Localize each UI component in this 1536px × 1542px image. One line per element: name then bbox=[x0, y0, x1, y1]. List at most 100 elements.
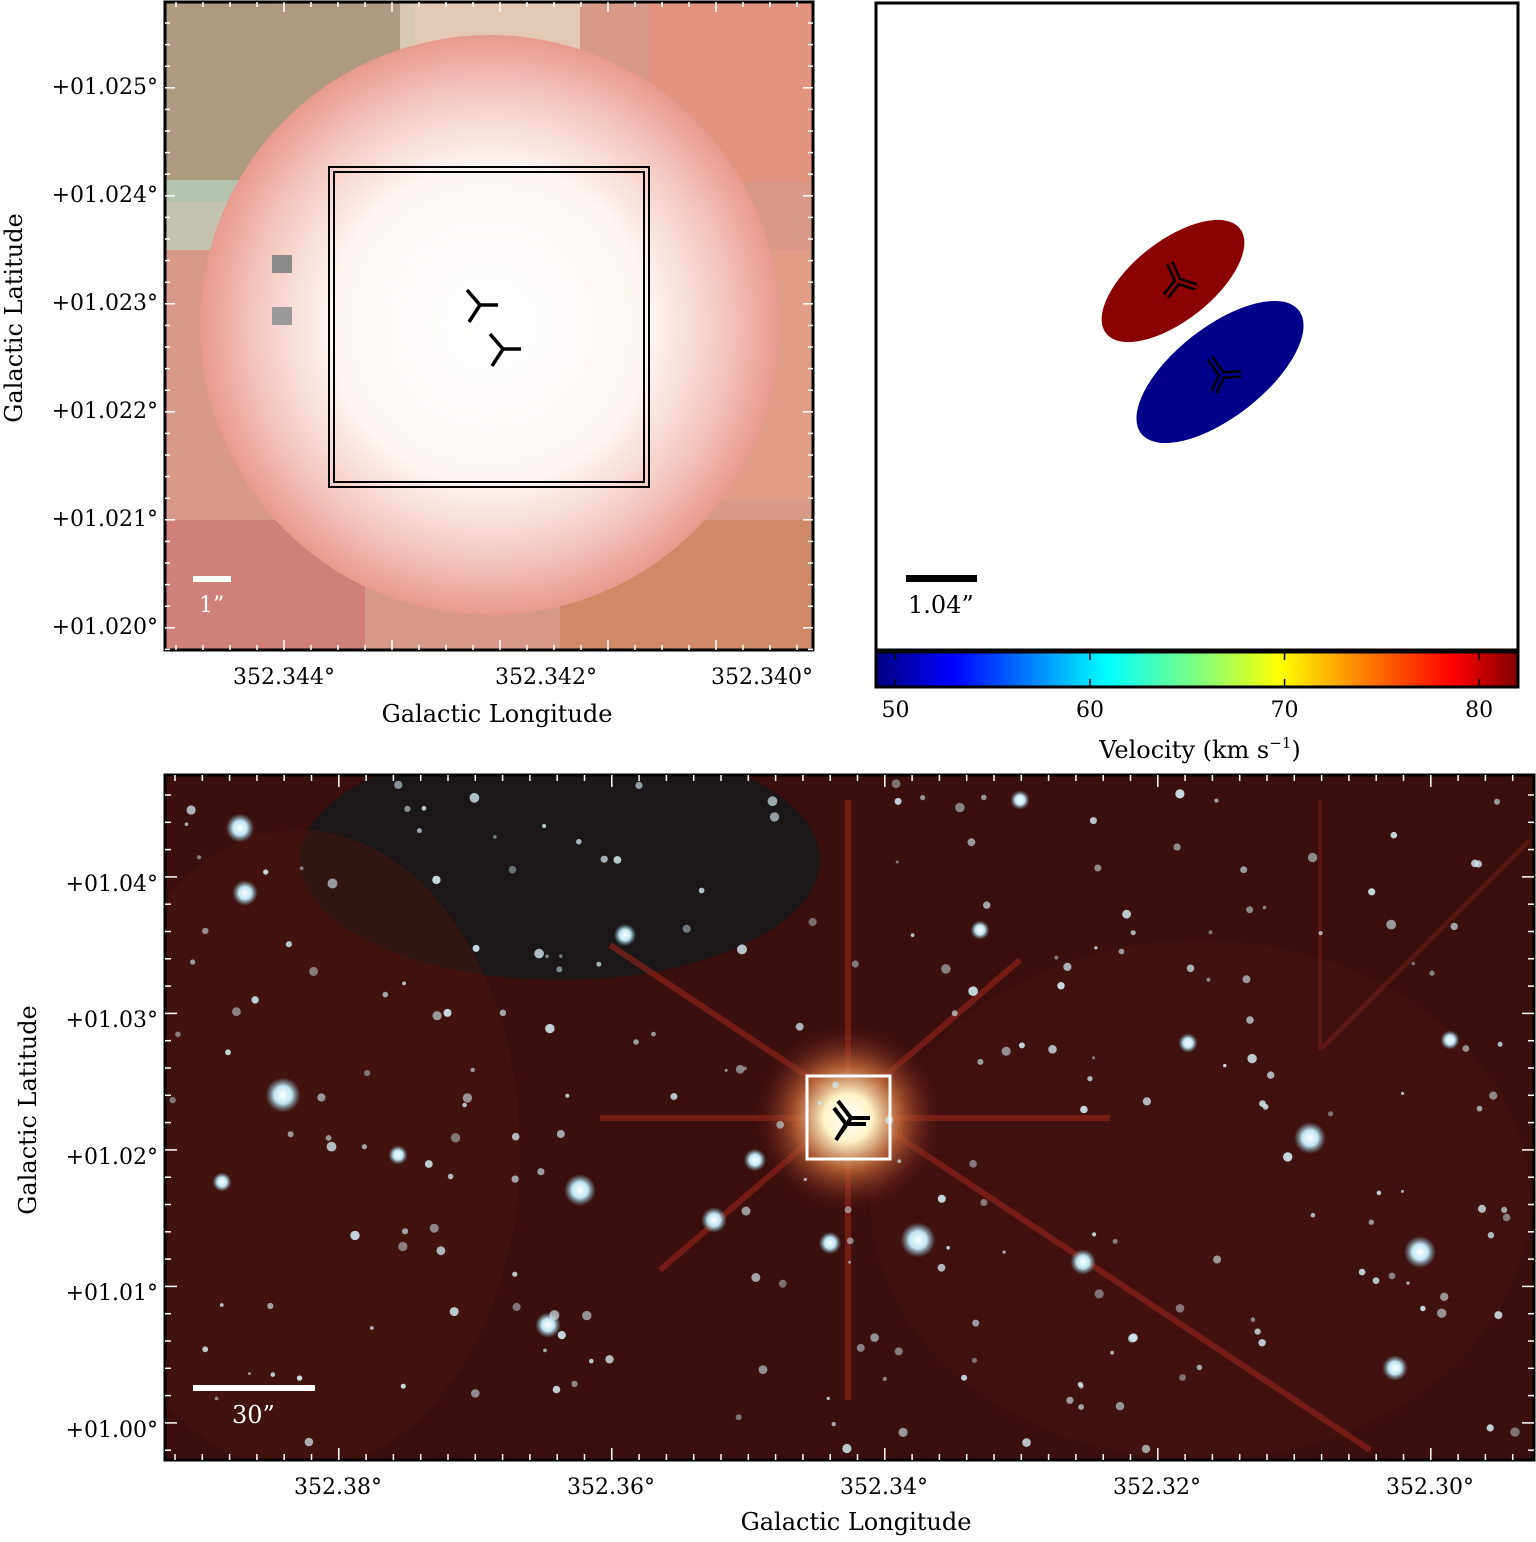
star bbox=[1118, 948, 1125, 955]
star bbox=[214, 1396, 219, 1401]
star bbox=[565, 1093, 570, 1098]
star bbox=[394, 780, 403, 789]
star bbox=[633, 1039, 639, 1045]
star bbox=[263, 869, 269, 875]
star bbox=[698, 887, 705, 894]
star bbox=[1372, 1277, 1380, 1284]
star bbox=[1318, 931, 1323, 936]
star bbox=[285, 941, 292, 948]
star bbox=[735, 1064, 745, 1074]
star bbox=[1486, 1424, 1494, 1432]
star bbox=[1094, 1289, 1104, 1299]
star bbox=[831, 1421, 836, 1427]
star bbox=[856, 1343, 865, 1352]
star bbox=[737, 944, 747, 955]
star bbox=[826, 1396, 830, 1401]
star bbox=[364, 1070, 371, 1077]
star bbox=[225, 813, 255, 843]
star bbox=[1450, 922, 1458, 931]
star bbox=[1489, 1091, 1498, 1100]
star bbox=[818, 1231, 842, 1255]
top-left-panel: 1” 352.344° 352.342° 352.340° Galactic L… bbox=[0, 0, 815, 728]
star bbox=[767, 796, 778, 807]
star bbox=[1010, 790, 1030, 810]
star bbox=[304, 1437, 314, 1447]
star bbox=[542, 824, 547, 828]
star bbox=[1179, 1374, 1186, 1381]
star bbox=[557, 1331, 566, 1340]
star bbox=[670, 1093, 678, 1100]
bottom-y-tick-2: +01.02° bbox=[66, 1145, 158, 1170]
colorbar-tick-label: 80 bbox=[1465, 698, 1493, 723]
bottom-y-tick-4: +01.00° bbox=[66, 1418, 158, 1443]
star bbox=[436, 1246, 446, 1256]
star bbox=[382, 991, 389, 998]
star bbox=[951, 1010, 958, 1017]
star bbox=[894, 1347, 903, 1356]
star bbox=[1501, 1206, 1508, 1213]
star bbox=[1141, 1444, 1151, 1454]
star bbox=[219, 1303, 224, 1307]
star bbox=[299, 866, 304, 871]
star bbox=[512, 1302, 521, 1312]
star bbox=[404, 805, 411, 813]
star bbox=[443, 1008, 452, 1017]
star bbox=[1066, 1396, 1074, 1404]
star bbox=[184, 822, 189, 826]
star bbox=[400, 1383, 406, 1389]
star bbox=[1262, 1103, 1269, 1110]
star bbox=[545, 954, 549, 959]
star bbox=[549, 1310, 560, 1321]
star bbox=[1494, 798, 1500, 805]
star bbox=[1328, 1111, 1334, 1117]
star bbox=[795, 1022, 804, 1031]
star bbox=[1223, 1063, 1227, 1068]
star bbox=[1130, 930, 1136, 936]
star bbox=[432, 1011, 442, 1021]
star bbox=[175, 1031, 181, 1038]
star bbox=[1494, 1311, 1503, 1320]
star bbox=[817, 1101, 822, 1106]
star bbox=[462, 1102, 467, 1108]
star bbox=[1254, 1328, 1261, 1335]
star bbox=[1462, 1045, 1470, 1052]
top-left-y-tick-3: +01.022° bbox=[52, 399, 158, 424]
star bbox=[1048, 1045, 1057, 1054]
star bbox=[421, 805, 427, 811]
star bbox=[493, 835, 497, 839]
top-right-scale-bar bbox=[906, 575, 977, 582]
star bbox=[596, 961, 602, 967]
star bbox=[1178, 1033, 1198, 1053]
colorbar-tick-label: 50 bbox=[881, 698, 909, 723]
star bbox=[571, 1380, 578, 1388]
star bbox=[1214, 798, 1219, 803]
star bbox=[682, 924, 691, 933]
bottom-y-tick-0: +01.04° bbox=[66, 872, 158, 897]
star bbox=[882, 1376, 887, 1382]
star bbox=[350, 1230, 360, 1241]
bottom-x-tick-4: 352.30° bbox=[1386, 1475, 1474, 1500]
top-left-y-tick-0: +01.025° bbox=[52, 75, 158, 100]
star bbox=[212, 1172, 232, 1192]
star bbox=[1307, 852, 1318, 863]
top-right-scale-label: 1.04” bbox=[908, 591, 974, 619]
star bbox=[202, 927, 209, 935]
top-left-ylabel: Galactic Latitude bbox=[0, 213, 28, 423]
star bbox=[512, 1271, 518, 1277]
bottom-xlabel: Galactic Longitude bbox=[741, 1508, 972, 1536]
star bbox=[1294, 1122, 1326, 1154]
star bbox=[190, 959, 196, 965]
star bbox=[1429, 970, 1435, 976]
top-left-y-tick-1: +01.024° bbox=[52, 183, 158, 208]
star bbox=[961, 1374, 968, 1381]
star bbox=[1112, 1238, 1118, 1244]
star bbox=[265, 1077, 301, 1113]
tri-marker-icon bbox=[488, 332, 521, 367]
star bbox=[613, 923, 637, 947]
star bbox=[511, 1175, 519, 1183]
star bbox=[1122, 909, 1131, 919]
star bbox=[1420, 1305, 1426, 1312]
star bbox=[462, 1093, 473, 1103]
top-left-inset-box-inner bbox=[333, 171, 645, 483]
